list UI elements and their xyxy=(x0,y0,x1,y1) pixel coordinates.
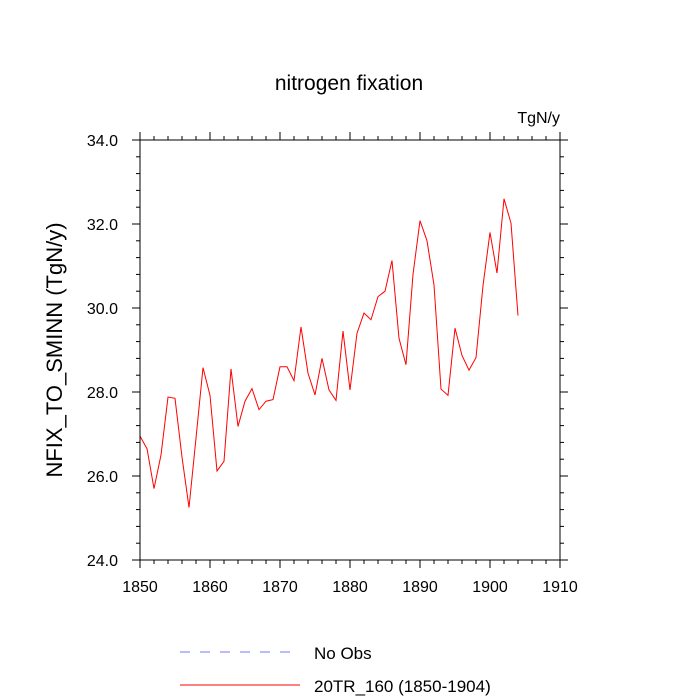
y-tick-label: 24.0 xyxy=(87,553,118,570)
legend: No Obs 20TR_160 (1850-1904) xyxy=(180,644,491,696)
x-tick-label: 1890 xyxy=(402,579,438,596)
x-tick-label: 1870 xyxy=(262,579,298,596)
legend-label-no-obs: No Obs xyxy=(314,644,372,663)
legend-label-20tr-160: 20TR_160 (1850-1904) xyxy=(314,677,491,696)
series-line-20tr-160 xyxy=(139,198,519,508)
x-tick-label: 1910 xyxy=(542,579,578,596)
axis-ticks xyxy=(132,132,568,568)
y-tick-label: 34.0 xyxy=(87,133,118,150)
units-label: TgN/y xyxy=(517,110,560,127)
series-layer xyxy=(139,198,519,508)
x-tick-labels: 1850 1860 1870 1880 1890 1900 1910 xyxy=(122,579,578,596)
chart-title: nitrogen fixation xyxy=(275,72,423,95)
x-tick-label: 1850 xyxy=(122,579,158,596)
y-tick-label: 26.0 xyxy=(87,469,118,486)
x-tick-label: 1860 xyxy=(192,579,228,596)
y-tick-label: 30.0 xyxy=(87,301,118,318)
y-axis-label: NFIX_TO_SMINN (TgN/y) xyxy=(42,222,67,477)
y-tick-label: 32.0 xyxy=(87,217,118,234)
x-tick-label: 1900 xyxy=(472,579,508,596)
x-tick-label: 1880 xyxy=(332,579,368,596)
plot-frame xyxy=(139,139,561,561)
y-tick-labels: 24.0 26.0 28.0 30.0 32.0 34.0 xyxy=(87,133,118,570)
y-tick-label: 28.0 xyxy=(87,385,118,402)
